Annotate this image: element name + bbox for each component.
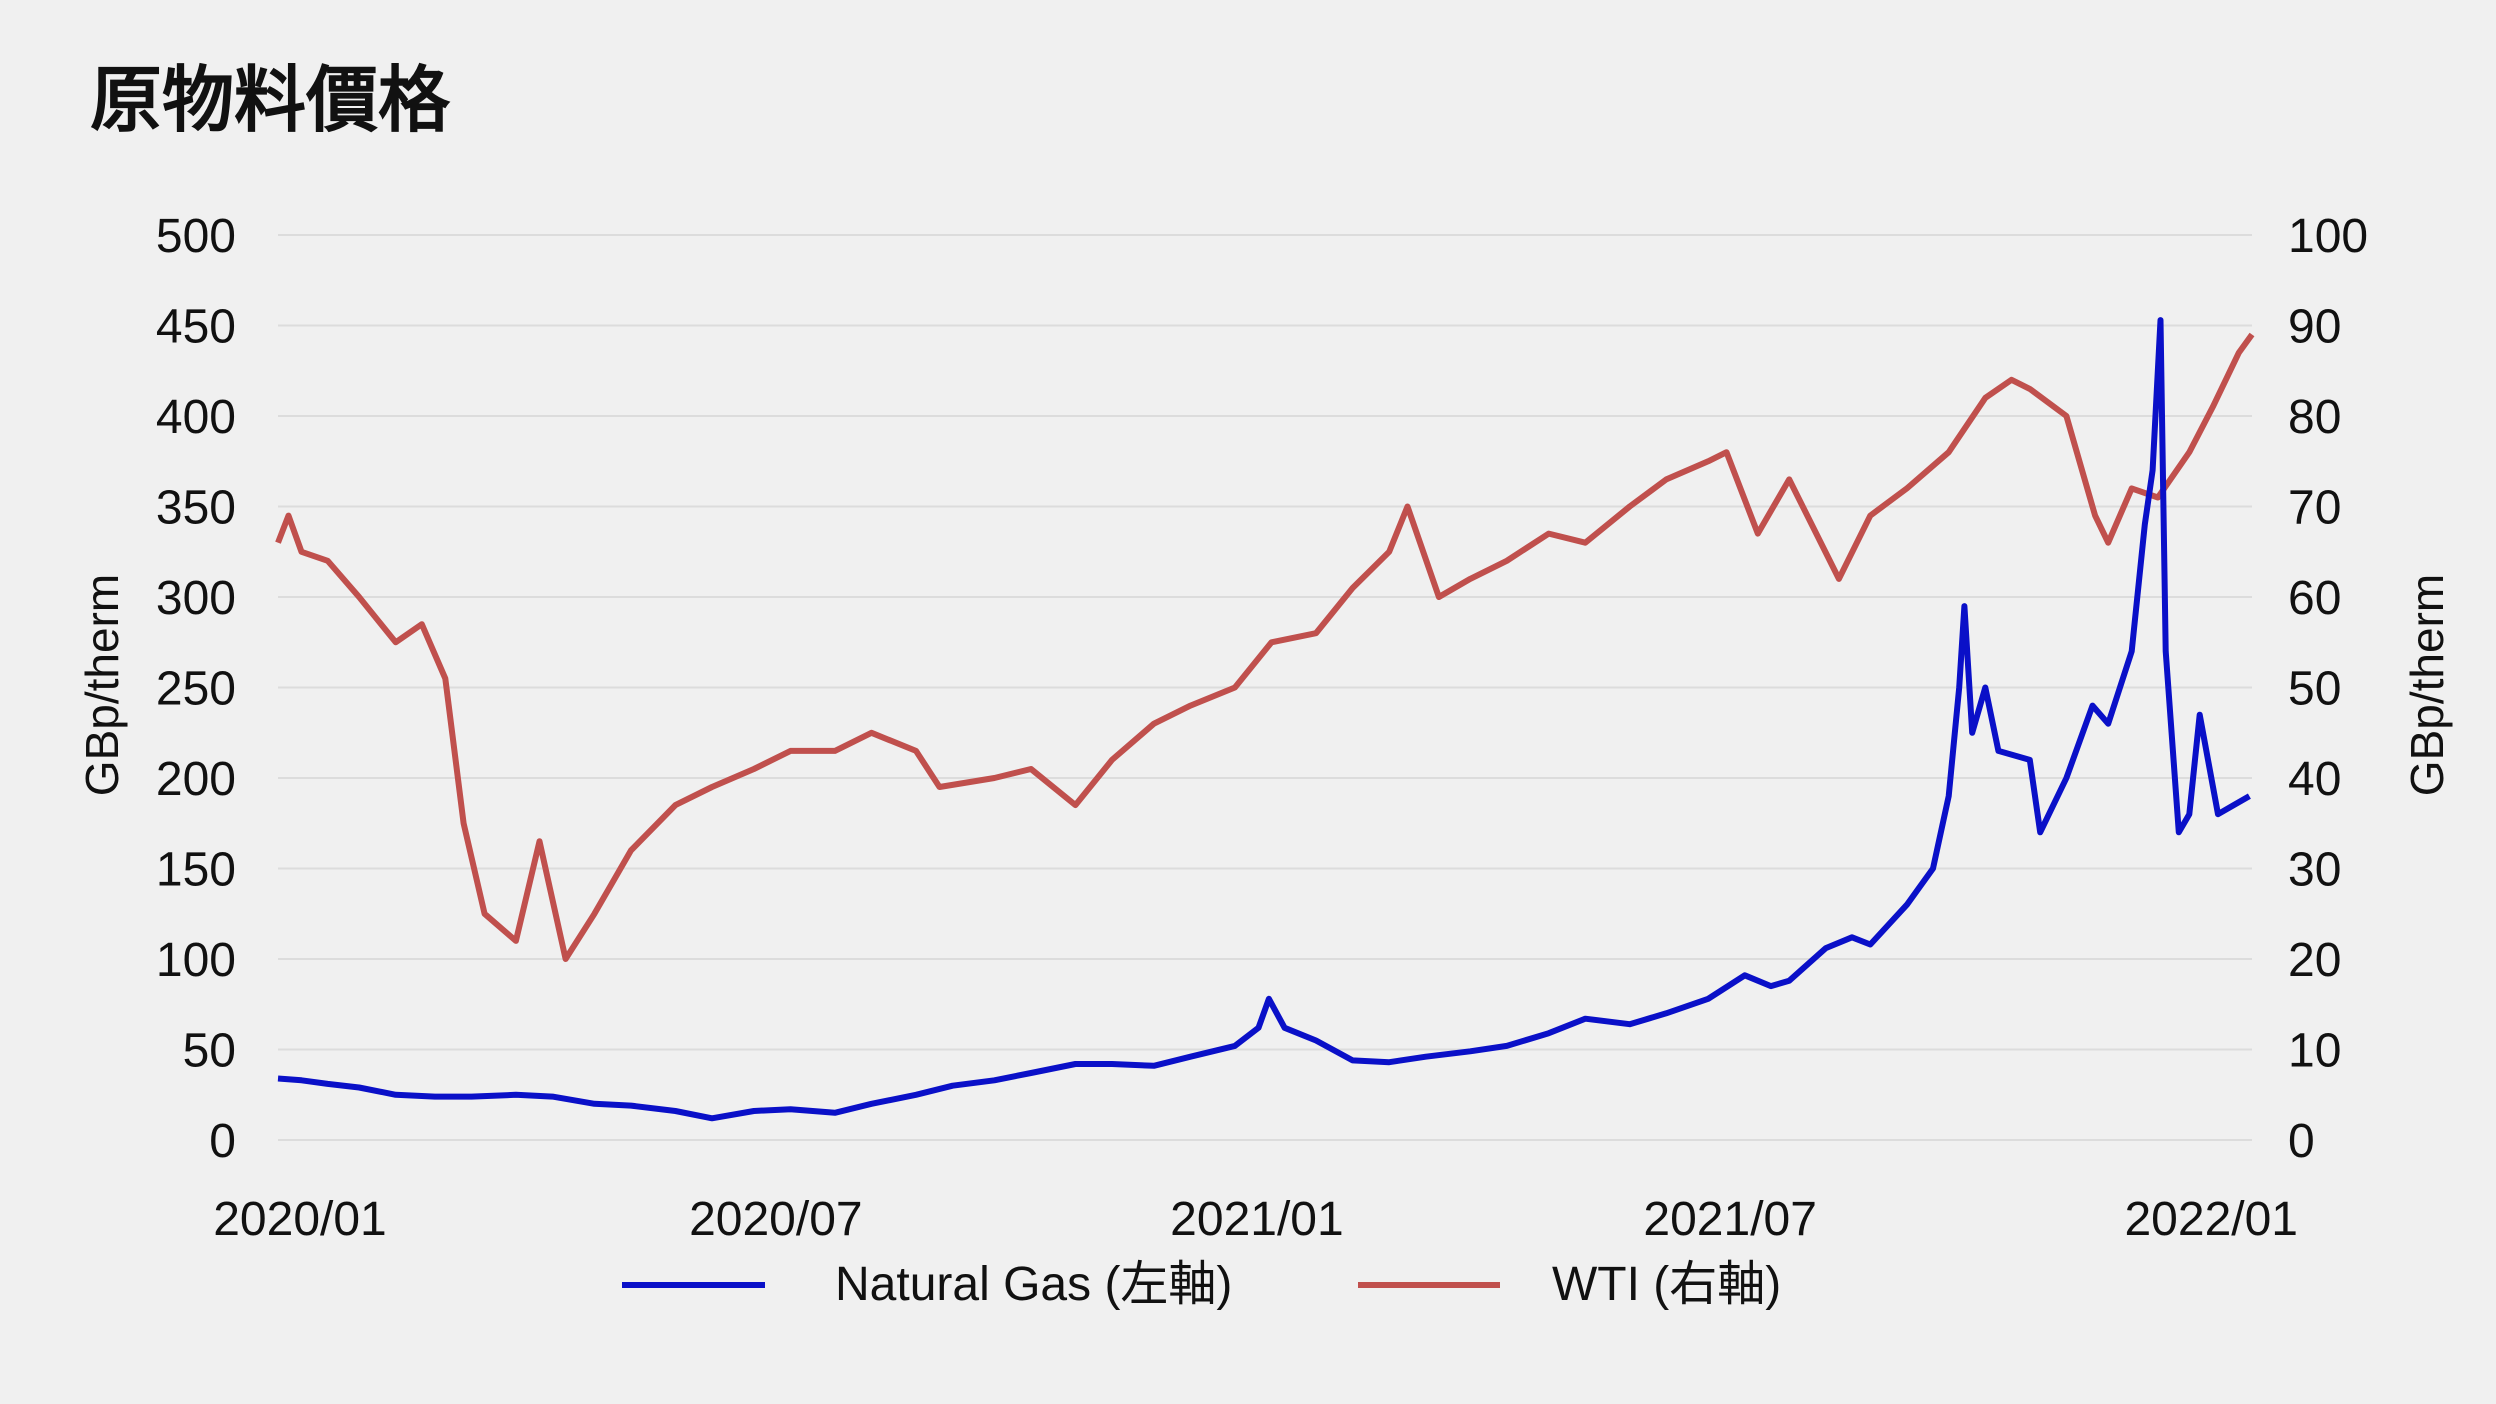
left-tick-label: 250 (156, 663, 236, 716)
x-tick-label: 2020/07 (689, 1193, 863, 1246)
left-tick-label: 200 (156, 753, 236, 806)
right-tick-label: 20 (2288, 934, 2341, 987)
right-tick-label: 0 (2288, 1115, 2315, 1168)
left-tick-label: 100 (156, 934, 236, 987)
right-tick-label: 90 (2288, 301, 2341, 354)
left-tick-label: 50 (183, 1025, 236, 1078)
x-tick-label: 2021/07 (1643, 1193, 1817, 1246)
legend-label-wti: WTI (右軸) (1552, 1258, 1781, 1311)
right-tick-label: 60 (2288, 572, 2341, 625)
right-tick-label: 10 (2288, 1025, 2341, 1078)
left-axis-ticks: 0 50 100 150 200 250 300 350 400 450 500 (156, 210, 236, 1168)
left-tick-label: 350 (156, 482, 236, 535)
left-tick-label: 150 (156, 844, 236, 897)
right-tick-label: 50 (2288, 663, 2341, 716)
left-tick-label: 500 (156, 210, 236, 263)
x-tick-label: 2020/01 (213, 1193, 387, 1246)
left-tick-label: 400 (156, 391, 236, 444)
left-tick-label: 450 (156, 301, 236, 354)
right-tick-label: 40 (2288, 753, 2341, 806)
gridlines (278, 234, 2252, 1141)
legend-label-natural-gas: Natural Gas (左軸) (835, 1258, 1232, 1311)
series-line-wti (275, 332, 2255, 962)
series-line-natural-gas (277, 317, 2251, 1122)
right-axis-title: GBp/therm (2401, 574, 2453, 796)
left-tick-label: 0 (209, 1115, 236, 1168)
right-axis-ticks: 0 10 20 30 40 50 60 70 80 90 100 (2288, 210, 2368, 1168)
right-tick-label: 70 (2288, 482, 2341, 535)
legend: Natural Gas (左軸) WTI (右軸) (622, 1258, 1781, 1311)
right-tick-label: 30 (2288, 844, 2341, 897)
left-axis-title: GBp/therm (76, 574, 128, 796)
right-tick-label: 80 (2288, 391, 2341, 444)
right-tick-label: 100 (2288, 210, 2368, 263)
left-tick-label: 300 (156, 572, 236, 625)
series-lines (275, 317, 2255, 1122)
x-tick-label: 2021/01 (1170, 1193, 1344, 1246)
x-axis-ticks: 2020/01 2020/07 2021/01 2021/07 2022/01 (213, 1193, 2298, 1246)
x-tick-label: 2022/01 (2124, 1193, 2298, 1246)
chart-title: 原物料價格 (90, 58, 451, 142)
